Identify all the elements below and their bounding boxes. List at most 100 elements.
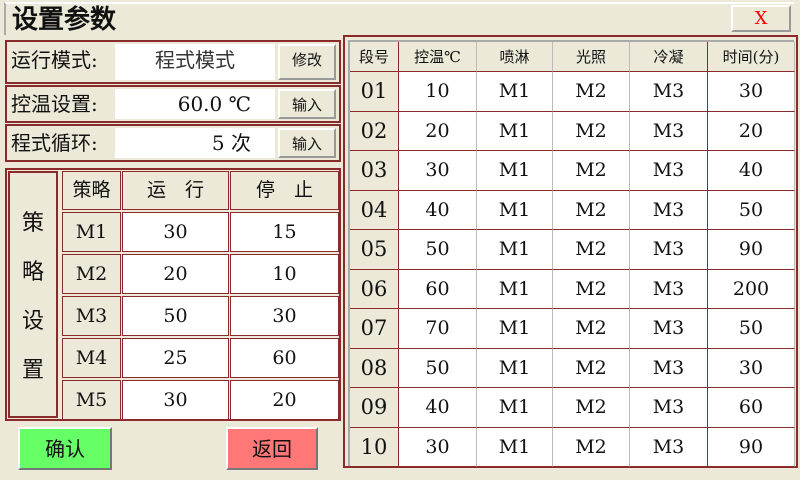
segment-number: 01 bbox=[350, 72, 399, 112]
program-cell[interactable]: 50 bbox=[399, 348, 477, 388]
temp-value[interactable]: 60.0 ℃ bbox=[115, 89, 275, 119]
program-cell[interactable]: M2 bbox=[553, 269, 630, 309]
confirm-button[interactable]: 确认 bbox=[18, 427, 112, 470]
program-cell[interactable]: M2 bbox=[553, 151, 630, 191]
program-header: 冷凝 bbox=[630, 42, 708, 72]
strategy-value-cell[interactable]: 20 bbox=[230, 380, 339, 420]
strategy-value-cell[interactable]: 10 bbox=[230, 254, 339, 294]
program-cell[interactable]: M2 bbox=[553, 388, 630, 428]
side-char: 策 bbox=[21, 211, 44, 237]
program-cell[interactable]: M1 bbox=[477, 72, 553, 112]
run-mode-label: 运行模式: bbox=[11, 48, 98, 72]
program-cell[interactable]: M2 bbox=[553, 72, 630, 112]
segment-number: 08 bbox=[350, 348, 399, 388]
program-cell[interactable]: M3 bbox=[630, 111, 708, 151]
cycle-input-button[interactable]: 输入 bbox=[278, 128, 336, 158]
segment-number: 07 bbox=[350, 309, 399, 349]
program-header: 喷淋 bbox=[477, 42, 553, 72]
program-cell[interactable]: M2 bbox=[553, 111, 630, 151]
program-header: 光照 bbox=[553, 42, 630, 72]
program-cell[interactable]: M1 bbox=[477, 388, 553, 428]
program-cell[interactable]: 30 bbox=[708, 72, 795, 112]
program-cell[interactable]: M1 bbox=[477, 269, 553, 309]
strategy-value-cell[interactable]: 50 bbox=[122, 296, 229, 336]
program-cell[interactable]: M3 bbox=[630, 348, 708, 388]
window-title: 设置参数 bbox=[4, 2, 794, 35]
run-mode-value: 程式模式 bbox=[115, 44, 275, 80]
strategy-value-cell[interactable]: 30 bbox=[122, 380, 229, 420]
strategy-value-cell[interactable]: 30 bbox=[122, 212, 229, 252]
program-header: 时间(分) bbox=[708, 42, 795, 72]
strategy-header: 停 止 bbox=[230, 171, 339, 210]
program-cell[interactable]: M3 bbox=[630, 72, 708, 112]
program-cell[interactable]: 30 bbox=[399, 151, 477, 191]
program-cell[interactable]: M1 bbox=[477, 190, 553, 230]
temp-input-button[interactable]: 输入 bbox=[278, 89, 336, 119]
program-cell[interactable]: 30 bbox=[708, 348, 795, 388]
program-header: 控温℃ bbox=[399, 42, 477, 72]
temp-row: 控温设置: 60.0 ℃ 输入 bbox=[5, 85, 341, 123]
program-cell[interactable]: M3 bbox=[630, 427, 708, 467]
program-cell[interactable]: 40 bbox=[708, 151, 795, 191]
strategy-header: 策略 bbox=[62, 171, 121, 210]
program-cell[interactable]: 40 bbox=[399, 190, 477, 230]
program-cell[interactable]: M2 bbox=[553, 230, 630, 270]
program-cell[interactable]: 30 bbox=[399, 427, 477, 467]
program-cell[interactable]: M1 bbox=[477, 111, 553, 151]
program-cell[interactable]: 50 bbox=[708, 309, 795, 349]
side-char: 设 bbox=[21, 308, 44, 334]
program-cell[interactable]: M2 bbox=[553, 190, 630, 230]
program-cell[interactable]: M1 bbox=[477, 309, 553, 349]
program-cell[interactable]: M3 bbox=[630, 230, 708, 270]
program-cell[interactable]: M1 bbox=[477, 230, 553, 270]
temp-label: 控温设置: bbox=[11, 92, 98, 116]
modify-button[interactable]: 修改 bbox=[278, 44, 336, 80]
program-cell[interactable]: 20 bbox=[399, 111, 477, 151]
strategy-value-cell[interactable]: 30 bbox=[230, 296, 339, 336]
program-cell[interactable]: 90 bbox=[708, 427, 795, 467]
program-cell[interactable]: 60 bbox=[399, 269, 477, 309]
program-cell[interactable]: 10 bbox=[399, 72, 477, 112]
program-cell[interactable]: 90 bbox=[708, 230, 795, 270]
program-cell[interactable]: 50 bbox=[399, 230, 477, 270]
strategy-name-cell: M4 bbox=[62, 338, 121, 378]
strategy-name-cell: M3 bbox=[62, 296, 121, 336]
strategy-value-cell[interactable]: 25 bbox=[122, 338, 229, 378]
program-cell[interactable]: M1 bbox=[477, 427, 553, 467]
program-cell[interactable]: M2 bbox=[553, 348, 630, 388]
program-cell[interactable]: 200 bbox=[708, 269, 795, 309]
strategy-value-cell[interactable]: 15 bbox=[230, 212, 339, 252]
strategy-value-cell[interactable]: 20 bbox=[122, 254, 229, 294]
program-cell[interactable]: M3 bbox=[630, 190, 708, 230]
program-cell[interactable]: M3 bbox=[630, 151, 708, 191]
segment-number: 06 bbox=[350, 269, 399, 309]
close-button[interactable]: X bbox=[731, 5, 791, 32]
program-header: 段号 bbox=[350, 42, 399, 72]
strategy-header: 运 行 bbox=[122, 171, 229, 210]
program-cell[interactable]: M3 bbox=[630, 269, 708, 309]
segment-number: 04 bbox=[350, 190, 399, 230]
program-cell[interactable]: M3 bbox=[630, 388, 708, 428]
strategy-side-label: 策 略 设 置 bbox=[8, 171, 58, 418]
cycle-row: 程式循环: 5 次 输入 bbox=[5, 124, 341, 162]
program-cell[interactable]: M1 bbox=[477, 348, 553, 388]
segment-number: 05 bbox=[350, 230, 399, 270]
back-button[interactable]: 返回 bbox=[226, 427, 318, 470]
program-cell[interactable]: M2 bbox=[553, 427, 630, 467]
program-cell[interactable]: M2 bbox=[553, 309, 630, 349]
segment-number: 09 bbox=[350, 388, 399, 428]
run-mode-row: 运行模式: 程式模式 修改 bbox=[5, 40, 341, 84]
program-cell[interactable]: M3 bbox=[630, 309, 708, 349]
program-cell[interactable]: 50 bbox=[708, 190, 795, 230]
program-cell[interactable]: 40 bbox=[399, 388, 477, 428]
program-cell[interactable]: 60 bbox=[708, 388, 795, 428]
program-cell[interactable]: 20 bbox=[708, 111, 795, 151]
cycle-value[interactable]: 5 次 bbox=[115, 128, 275, 158]
program-cell[interactable]: 70 bbox=[399, 309, 477, 349]
program-cell[interactable]: M1 bbox=[477, 151, 553, 191]
side-char: 略 bbox=[21, 260, 44, 286]
strategy-name-cell: M2 bbox=[62, 254, 121, 294]
strategy-value-cell[interactable]: 60 bbox=[230, 338, 339, 378]
strategy-panel bbox=[5, 168, 341, 421]
side-char: 置 bbox=[21, 357, 44, 383]
